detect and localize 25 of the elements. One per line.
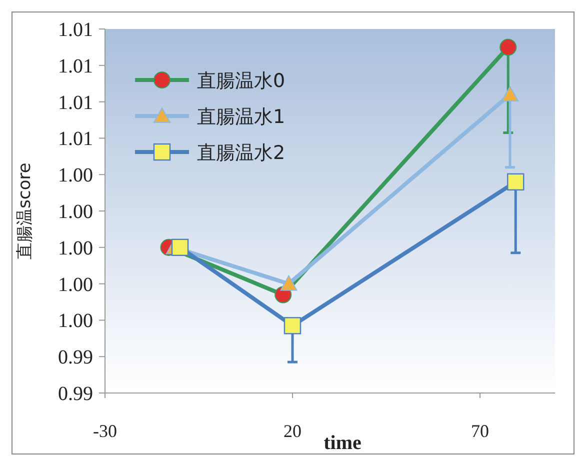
legend-label: 直腸温水0 — [197, 70, 286, 92]
y-tick-label: 1.01 — [58, 128, 93, 150]
point — [284, 317, 302, 334]
y-tick-label: 1.01 — [58, 19, 93, 41]
legend-label: 直腸温水2 — [197, 142, 286, 164]
y-tick-label: 0.99 — [58, 346, 93, 369]
y-axis-title: 直腸温score — [15, 162, 35, 260]
point — [280, 275, 298, 291]
point — [502, 86, 518, 102]
y-tick-label: 1.01 — [58, 55, 93, 78]
y-tick-label: 1.00 — [58, 201, 93, 223]
point — [507, 173, 524, 190]
x-tick-label: 20 — [284, 421, 302, 441]
point — [500, 38, 517, 56]
y-tick-label: 1.01 — [58, 92, 93, 114]
y-tick-label: 1.00 — [58, 310, 93, 332]
y-tick-label: 1.00 — [58, 237, 93, 260]
x-axis-title: time — [324, 432, 362, 454]
x-tick-label: 70 — [471, 421, 489, 441]
legend-label: 直腸温水1 — [197, 106, 286, 128]
y-tick-label: 1.00 — [58, 274, 93, 296]
x-tick-label: -30 — [93, 421, 117, 441]
y-tick-label: 1.00 — [58, 164, 93, 187]
point — [171, 238, 189, 256]
y-tick-label: 0.99 — [58, 383, 93, 405]
